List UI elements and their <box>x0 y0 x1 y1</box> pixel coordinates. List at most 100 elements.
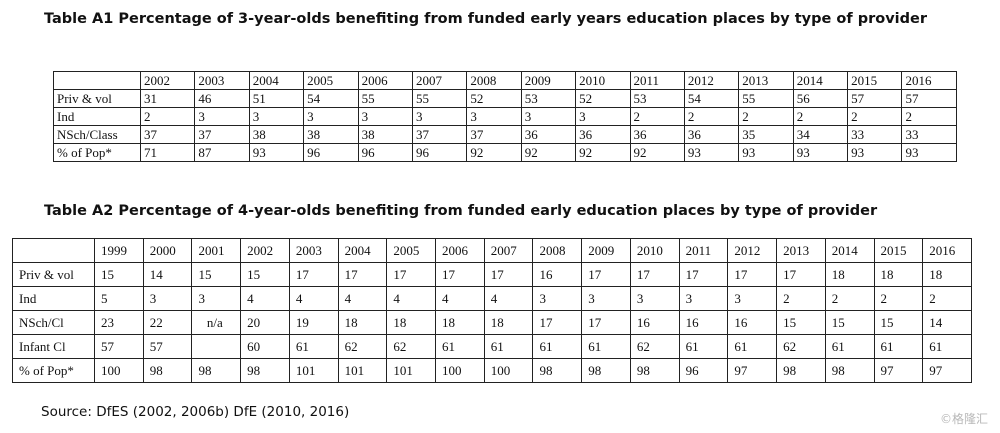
table-cell: 36 <box>683 125 740 144</box>
table-a2: 1999 2000 2001 2002 2003 2004 2005 2006 2007 2008… <box>12 238 972 383</box>
table-corner-cell <box>12 238 95 263</box>
table-cell: 2 <box>922 286 972 311</box>
year-header-cell: 2010 <box>575 71 631 90</box>
table-cell: 16 <box>678 310 729 335</box>
year-header-cell: 2015 <box>847 71 903 90</box>
table-corner-cell <box>53 71 141 90</box>
table-cell: 17 <box>629 262 680 287</box>
table-cell: 3 <box>466 107 522 126</box>
row-label-cell: NSch/Cl <box>12 310 95 335</box>
year-header-cell: 2013 <box>776 238 826 263</box>
row-label-cell: NSch/Class <box>53 125 141 144</box>
row-label-cell: Priv & vol <box>53 89 141 108</box>
table-cell: 23 <box>94 310 144 335</box>
table-cell: 52 <box>575 89 631 108</box>
table-cell: 2 <box>792 107 849 126</box>
table-cell: 57 <box>142 334 193 359</box>
year-header-cell: 2004 <box>337 238 388 263</box>
row-label-cell: Ind <box>12 286 95 311</box>
watermark-logo: ©格隆汇 <box>939 412 988 426</box>
table-cell: 92 <box>466 143 522 162</box>
table-cell: 17 <box>532 310 583 335</box>
year-header-cell: 2010 <box>629 238 680 263</box>
table-cell: 4 <box>240 286 290 311</box>
table-cell: 3 <box>357 107 413 126</box>
table-cell: 19 <box>288 310 339 335</box>
table-cell: 98 <box>776 358 826 383</box>
year-header-cell: 2014 <box>792 71 849 90</box>
table-cell: 54 <box>683 89 740 108</box>
table-cell: 17 <box>435 262 485 287</box>
table-cell: 17 <box>776 262 826 287</box>
table-cell: 20 <box>240 310 290 335</box>
year-header-cell: 2003 <box>194 71 250 90</box>
table-row: % of Pop* 100 98 98 98 101 101 101 100 100 98 98 98 9… <box>12 358 972 383</box>
table-cell: 93 <box>901 143 957 162</box>
year-header-cell: 2006 <box>357 71 413 90</box>
table-cell: 18 <box>435 310 485 335</box>
table-cell: 61 <box>483 334 534 359</box>
table-cell: 3 <box>629 286 680 311</box>
table-cell: 3 <box>191 286 242 311</box>
table-cell: 3 <box>532 286 583 311</box>
table-cell: 53 <box>629 89 685 108</box>
table-header-row: 1999 2000 2001 2002 2003 2004 2005 2006 2007 2008… <box>12 238 972 263</box>
year-header-cell: 2011 <box>629 71 685 90</box>
table-cell: 37 <box>411 125 468 144</box>
year-header-cell: 2012 <box>727 238 778 263</box>
table-cell: 36 <box>575 125 631 144</box>
table-cell: 37 <box>466 125 522 144</box>
table-cell: 61 <box>824 334 875 359</box>
table-cell: 53 <box>520 89 577 108</box>
table-cell: 2 <box>824 286 875 311</box>
table-cell: 18 <box>873 262 924 287</box>
table-cell: 96 <box>357 143 413 162</box>
table-cell: 52 <box>466 89 522 108</box>
table-cell: 46 <box>194 89 250 108</box>
table-cell: 2 <box>901 107 957 126</box>
table-cell: 17 <box>581 310 631 335</box>
table-cell: 3 <box>303 107 359 126</box>
table-cell: 93 <box>792 143 849 162</box>
table-cell: 62 <box>337 334 388 359</box>
table-cell: 16 <box>532 262 583 287</box>
table-a1: 2002 2003 2004 2005 2006 2007 2008 2009 2010 2011… <box>53 71 957 162</box>
table-cell: 62 <box>629 334 680 359</box>
row-label-cell: % of Pop* <box>53 143 141 162</box>
table-cell: 51 <box>248 89 305 108</box>
year-header-cell: 2011 <box>678 238 729 263</box>
table-cell: 4 <box>435 286 485 311</box>
year-header-cell: 2016 <box>922 238 972 263</box>
table-cell: 61 <box>873 334 924 359</box>
table-cell: 18 <box>922 262 972 287</box>
table-cell: 3 <box>142 286 193 311</box>
year-header-cell: 2007 <box>483 238 534 263</box>
table-cell: 15 <box>240 262 290 287</box>
table-cell: 4 <box>483 286 534 311</box>
table-cell: 33 <box>847 125 903 144</box>
table-cell: 14 <box>922 310 972 335</box>
year-header-cell: 2000 <box>142 238 193 263</box>
table-cell: n/a <box>191 310 242 335</box>
table-row: NSch/Cl 23 22 n/a 20 19 18 18 18 18 17 17 16 16 16 15 15… <box>12 310 972 335</box>
table-cell: 33 <box>901 125 957 144</box>
year-header-cell: 2001 <box>191 238 242 263</box>
year-header-cell: 2009 <box>581 238 631 263</box>
year-header-cell: 2002 <box>139 71 196 90</box>
table-cell: 3 <box>248 107 305 126</box>
table-cell: 93 <box>738 143 794 162</box>
year-header-cell: 2008 <box>532 238 583 263</box>
year-header-cell: 2005 <box>303 71 359 90</box>
table-cell: 97 <box>873 358 924 383</box>
table-row: Priv & vol 15 14 15 15 17 17 17 17 17 16 17 17 17 17 17… <box>12 262 972 287</box>
table-cell: 2 <box>738 107 794 126</box>
table-cell: 17 <box>483 262 534 287</box>
table-row: Priv & vol 31 46 51 54 55 55 52 53 52 53 54 55 56 57 57 <box>53 89 957 108</box>
table-cell: 98 <box>824 358 875 383</box>
table-cell: 3 <box>727 286 778 311</box>
table-cell: 31 <box>139 89 196 108</box>
table-cell: 2 <box>873 286 924 311</box>
table-cell: 62 <box>386 334 437 359</box>
table-cell: 18 <box>386 310 437 335</box>
table-cell: 14 <box>142 262 193 287</box>
